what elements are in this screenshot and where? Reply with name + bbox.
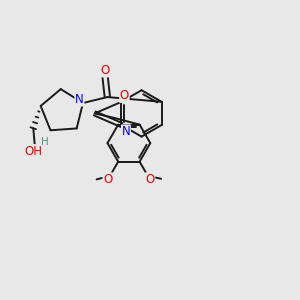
Text: O: O <box>103 173 112 186</box>
Text: H: H <box>41 136 49 147</box>
Text: O: O <box>146 173 155 186</box>
Text: O: O <box>100 64 109 77</box>
Text: N: N <box>122 125 130 138</box>
Text: N: N <box>75 93 84 106</box>
Text: OH: OH <box>24 145 42 158</box>
Text: O: O <box>120 89 129 102</box>
